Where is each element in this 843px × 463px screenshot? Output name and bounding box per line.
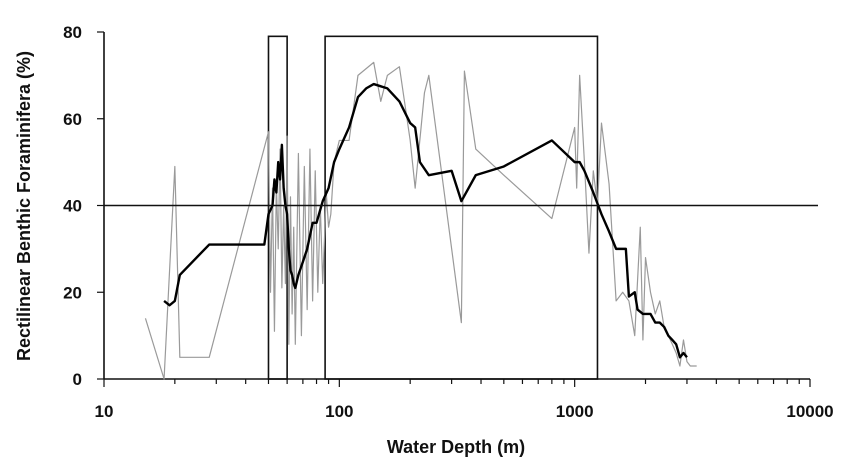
- y-axis-ticks: [97, 31, 104, 380]
- y-tick-label: 60: [63, 110, 82, 129]
- x-tick-label: 10: [95, 402, 114, 421]
- x-tick-label: 100: [325, 402, 353, 421]
- y-tick-label: 20: [63, 283, 82, 302]
- x-axis-title: Water Depth (m): [387, 437, 525, 457]
- y-axis-title: Rectilinear Benthic Foraminifera (%): [14, 51, 34, 361]
- y-tick-label: 0: [73, 370, 82, 389]
- depth-boxes: [267, 35, 599, 380]
- y-tick-label: 40: [63, 197, 82, 216]
- series-line-2: [163, 82, 688, 359]
- x-axis-tick-labels: 10 100 1000 10000: [95, 402, 834, 421]
- x-tick-label: 1000: [556, 402, 594, 421]
- y-tick-label: 80: [63, 23, 82, 42]
- y-axis-tick-labels: 0 20 40 60 80: [63, 23, 82, 389]
- series-lines: [144, 61, 697, 380]
- series-line-1: [144, 61, 697, 380]
- x-axis-ticks: [103, 379, 811, 387]
- x-tick-label: 10000: [786, 402, 833, 421]
